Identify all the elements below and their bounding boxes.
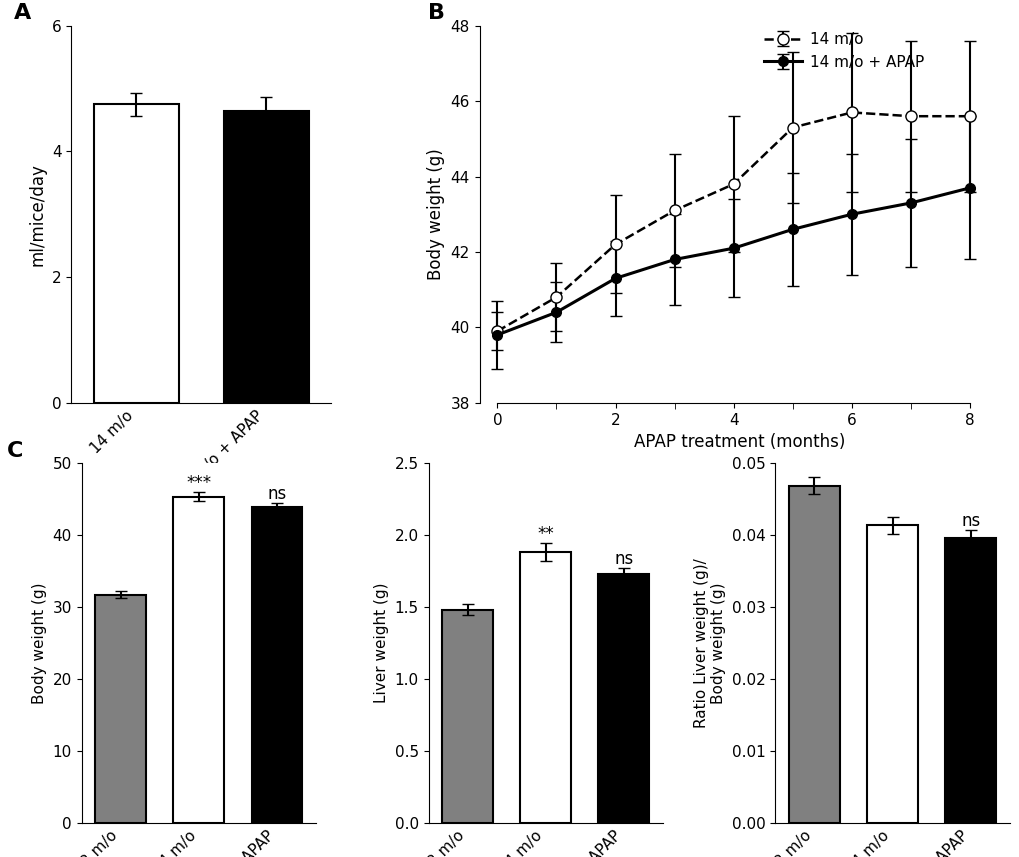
Bar: [945, 537, 996, 823]
Text: **: **: [537, 525, 553, 543]
Bar: [598, 573, 648, 823]
Text: B: B: [427, 3, 444, 23]
Bar: [94, 105, 178, 403]
Bar: [224, 111, 309, 403]
Bar: [95, 595, 146, 823]
Text: C: C: [6, 441, 23, 461]
Bar: [252, 507, 302, 823]
Legend: 14 m/o, 14 m/o + APAP: 14 m/o, 14 m/o + APAP: [757, 26, 929, 75]
Text: A: A: [14, 3, 32, 23]
Text: ns: ns: [267, 485, 286, 503]
Bar: [173, 496, 224, 823]
Bar: [442, 609, 492, 823]
X-axis label: APAP treatment (months): APAP treatment (months): [633, 433, 845, 451]
Text: ***: ***: [186, 474, 211, 492]
Bar: [789, 486, 839, 823]
Text: ns: ns: [613, 550, 633, 568]
Y-axis label: Ratio Liver weight (g)/
Body weight (g): Ratio Liver weight (g)/ Body weight (g): [693, 558, 726, 728]
Y-axis label: ml/mice/day: ml/mice/day: [29, 163, 46, 266]
Bar: [520, 552, 571, 823]
Bar: [866, 525, 917, 823]
Y-axis label: Liver weight (g): Liver weight (g): [374, 583, 388, 703]
Text: ns: ns: [960, 512, 979, 530]
Y-axis label: Body weight (g): Body weight (g): [427, 148, 444, 280]
Y-axis label: Body weight (g): Body weight (g): [32, 582, 47, 704]
